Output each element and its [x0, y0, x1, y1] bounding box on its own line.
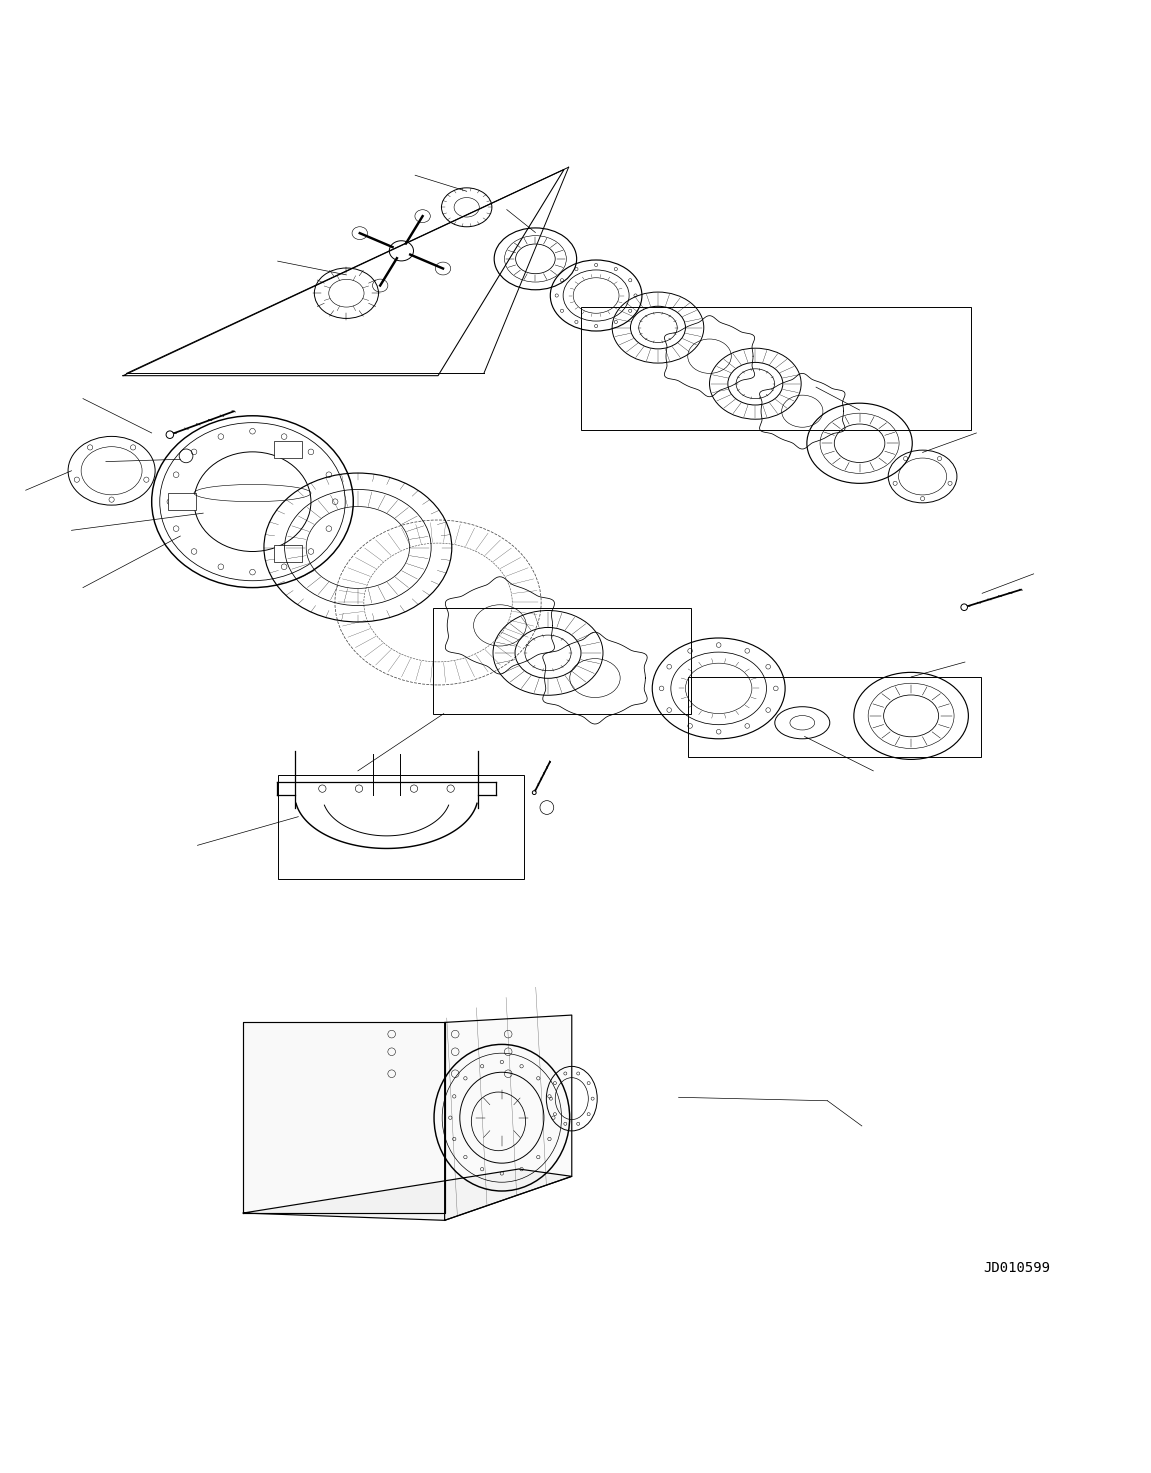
Circle shape	[166, 432, 174, 439]
Bar	[168, 493, 196, 510]
Bar	[277, 775, 524, 878]
Bar	[274, 545, 302, 563]
Circle shape	[961, 604, 968, 610]
Polygon shape	[243, 1170, 572, 1220]
Polygon shape	[444, 1015, 572, 1220]
Bar	[581, 306, 970, 430]
Bar	[688, 678, 981, 757]
Bar	[434, 608, 692, 713]
Circle shape	[532, 791, 536, 794]
Text: JD010599: JD010599	[983, 1261, 1050, 1274]
Bar	[274, 440, 302, 458]
Polygon shape	[243, 1022, 444, 1212]
